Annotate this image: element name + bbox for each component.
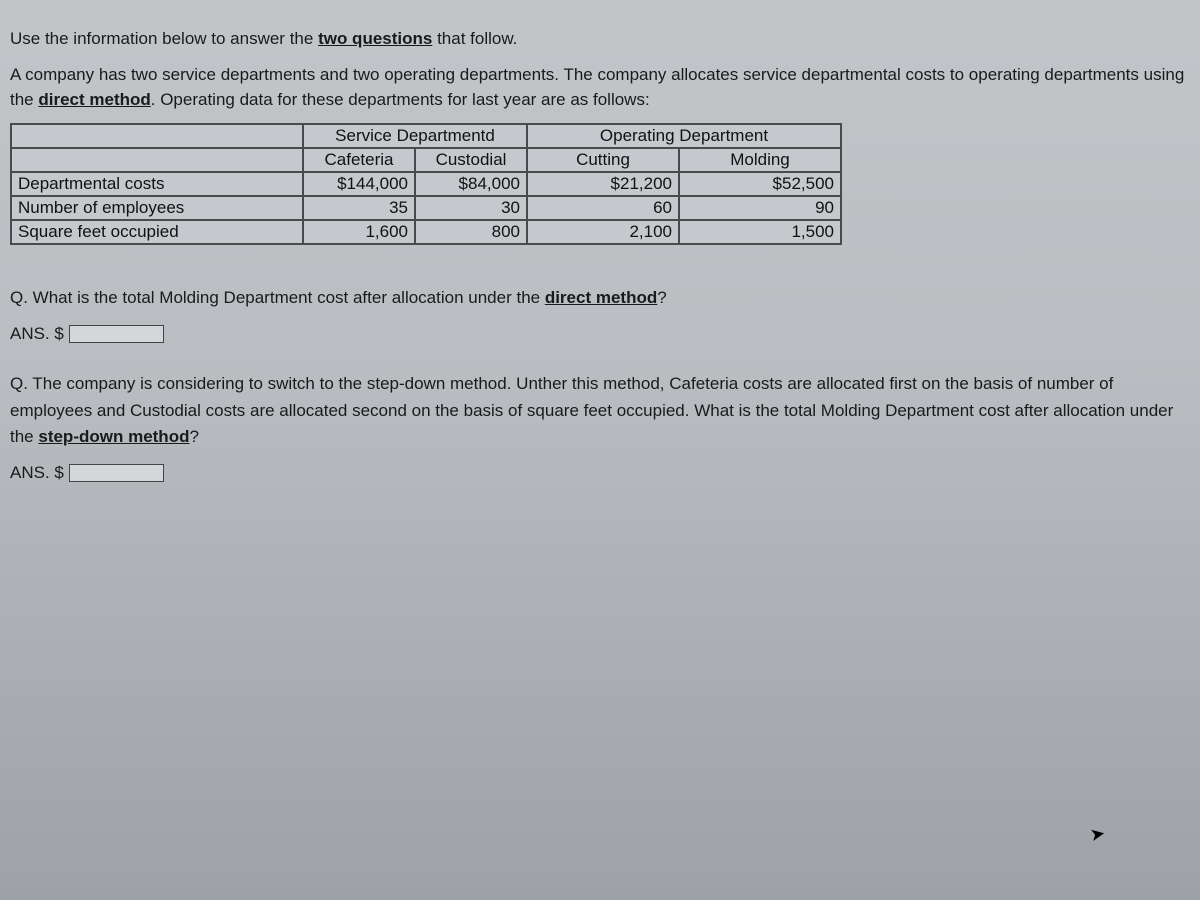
cell: 800 bbox=[416, 221, 526, 243]
blank-corner bbox=[12, 125, 302, 147]
q1-text-post: ? bbox=[657, 288, 666, 307]
q1-answer-label: ANS. $ bbox=[10, 324, 64, 343]
cell: 2,100 bbox=[528, 221, 678, 243]
cell: 90 bbox=[680, 197, 840, 219]
col-header-cafeteria: Cafeteria bbox=[304, 149, 414, 171]
table-row: Departmental costs $144,000 $84,000 $21,… bbox=[12, 173, 840, 195]
cell: 1,600 bbox=[304, 221, 414, 243]
row-label-sqft: Square feet occupied bbox=[12, 221, 302, 243]
group-header-service: Service Departmentd bbox=[304, 125, 526, 147]
q2-step-down-underline: step-down method bbox=[38, 427, 189, 446]
q2-text-post: ? bbox=[189, 427, 198, 446]
cell: 35 bbox=[304, 197, 414, 219]
question-1: Q. What is the total Molding Department … bbox=[10, 285, 1190, 348]
scenario-post: . Operating data for these departments f… bbox=[151, 90, 650, 109]
table-row: Square feet occupied 1,600 800 2,100 1,5… bbox=[12, 221, 840, 243]
cell: $21,200 bbox=[528, 173, 678, 195]
cell: 60 bbox=[528, 197, 678, 219]
cell: $144,000 bbox=[304, 173, 414, 195]
blank-col-header bbox=[12, 149, 302, 171]
row-label-employees: Number of employees bbox=[12, 197, 302, 219]
q1-direct-method-underline: direct method bbox=[545, 288, 657, 307]
question-2: Q. The company is considering to switch … bbox=[10, 371, 1190, 486]
cell: $84,000 bbox=[416, 173, 526, 195]
row-label-costs: Departmental costs bbox=[12, 173, 302, 195]
direct-method-underline: direct method bbox=[38, 90, 150, 109]
cell: 1,500 bbox=[680, 221, 840, 243]
cursor-icon: ➤ bbox=[1088, 823, 1107, 846]
group-header-operating: Operating Department bbox=[528, 125, 840, 147]
table-row: Number of employees 35 30 60 90 bbox=[12, 197, 840, 219]
q1-answer-input[interactable] bbox=[69, 325, 164, 343]
col-header-custodial: Custodial bbox=[416, 149, 526, 171]
col-header-molding: Molding bbox=[680, 149, 840, 171]
two-questions-underline: two questions bbox=[318, 29, 432, 48]
departments-table: Service Departmentd Operating Department… bbox=[10, 123, 842, 245]
q2-answer-input[interactable] bbox=[69, 464, 164, 482]
instruction-pre: Use the information below to answer the bbox=[10, 29, 318, 48]
q1-text-pre: Q. What is the total Molding Department … bbox=[10, 288, 545, 307]
instruction-post: that follow. bbox=[432, 29, 517, 48]
col-header-cutting: Cutting bbox=[528, 149, 678, 171]
q2-answer-label: ANS. $ bbox=[10, 463, 64, 482]
cell: 30 bbox=[416, 197, 526, 219]
cell: $52,500 bbox=[680, 173, 840, 195]
scenario-paragraph: A company has two service departments an… bbox=[10, 62, 1190, 113]
instruction-line-1: Use the information below to answer the … bbox=[10, 26, 1190, 52]
